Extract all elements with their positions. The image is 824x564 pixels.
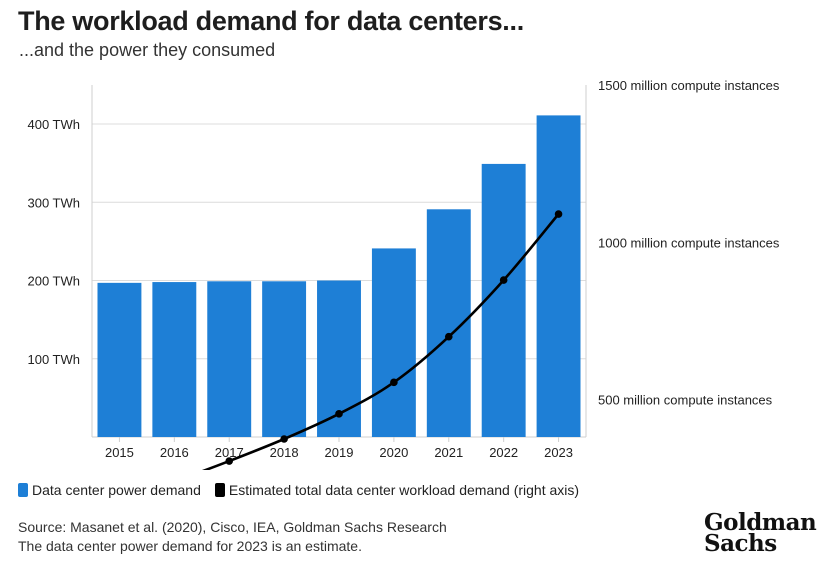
right-tick-label: 1000 million compute instances [598, 235, 780, 250]
legend-swatch-power [18, 483, 28, 497]
legend-label-power: Data center power demand [32, 482, 201, 498]
workload-point-2021 [444, 332, 453, 341]
x-tick-label: 2020 [379, 445, 408, 460]
x-tick-label: 2016 [160, 445, 189, 460]
bar-2015 [97, 282, 142, 437]
x-tick-label: 2015 [105, 445, 134, 460]
x-tick-label: 2022 [489, 445, 518, 460]
logo-line-2: Sachs [704, 530, 777, 557]
chart-subtitle: ...and the power they consumed [19, 40, 276, 60]
legend-item-workload: Estimated total data center workload dem… [214, 482, 580, 498]
right-tick-label: 1500 million compute instances [598, 78, 780, 93]
x-tick-label: 2023 [544, 445, 573, 460]
legend-item-power: Data center power demand [18, 482, 201, 498]
bar-2023 [536, 115, 581, 437]
legend-label-workload: Estimated total data center workload dem… [228, 482, 580, 498]
source-line: Source: Masanet et al. (2020), Cisco, IE… [18, 519, 447, 535]
workload-line [201, 213, 560, 470]
left-tick-label: 300 TWh [27, 195, 80, 210]
logo-line-1: Goldman [704, 509, 817, 536]
x-tick-label: 2018 [270, 445, 299, 460]
left-tick-label: 100 TWh [27, 352, 80, 367]
workload-point-2018 [280, 435, 288, 443]
bar-2016 [152, 282, 197, 437]
legend: Data center power demand Estimated total… [18, 482, 593, 498]
bar-2017 [207, 281, 252, 437]
left-tick-label: 200 TWh [27, 274, 80, 289]
combo-chart: 100 TWh 200 TWh 300 TWh 400 TWh 500 million … [27, 78, 780, 470]
source-note: Source: Masanet et al. (2020), Cisco, IE… [18, 518, 447, 556]
estimate-note: The data center power demand for 2023 is… [18, 538, 362, 554]
workload-point-2017 [225, 457, 234, 465]
legend-swatch-workload [214, 483, 225, 497]
x-tick-label: 2019 [325, 445, 354, 460]
left-tick-label: 400 TWh [27, 117, 80, 132]
bar-2018 [262, 281, 307, 437]
workload-point-2019 [335, 410, 343, 418]
bar-2020 [371, 248, 416, 437]
chart-title: The workload demand for data centers... [18, 6, 524, 36]
bar-2022 [481, 163, 526, 437]
workload-point-2022 [499, 276, 508, 284]
x-tick-label: 2021 [434, 445, 463, 460]
goldman-sachs-logo: Goldman Sachs [704, 509, 817, 557]
right-tick-label: 500 million compute instances [598, 393, 773, 408]
workload-point-2020 [390, 378, 398, 387]
x-tick-label: 2017 [215, 445, 244, 460]
workload-point-2023 [554, 210, 563, 218]
